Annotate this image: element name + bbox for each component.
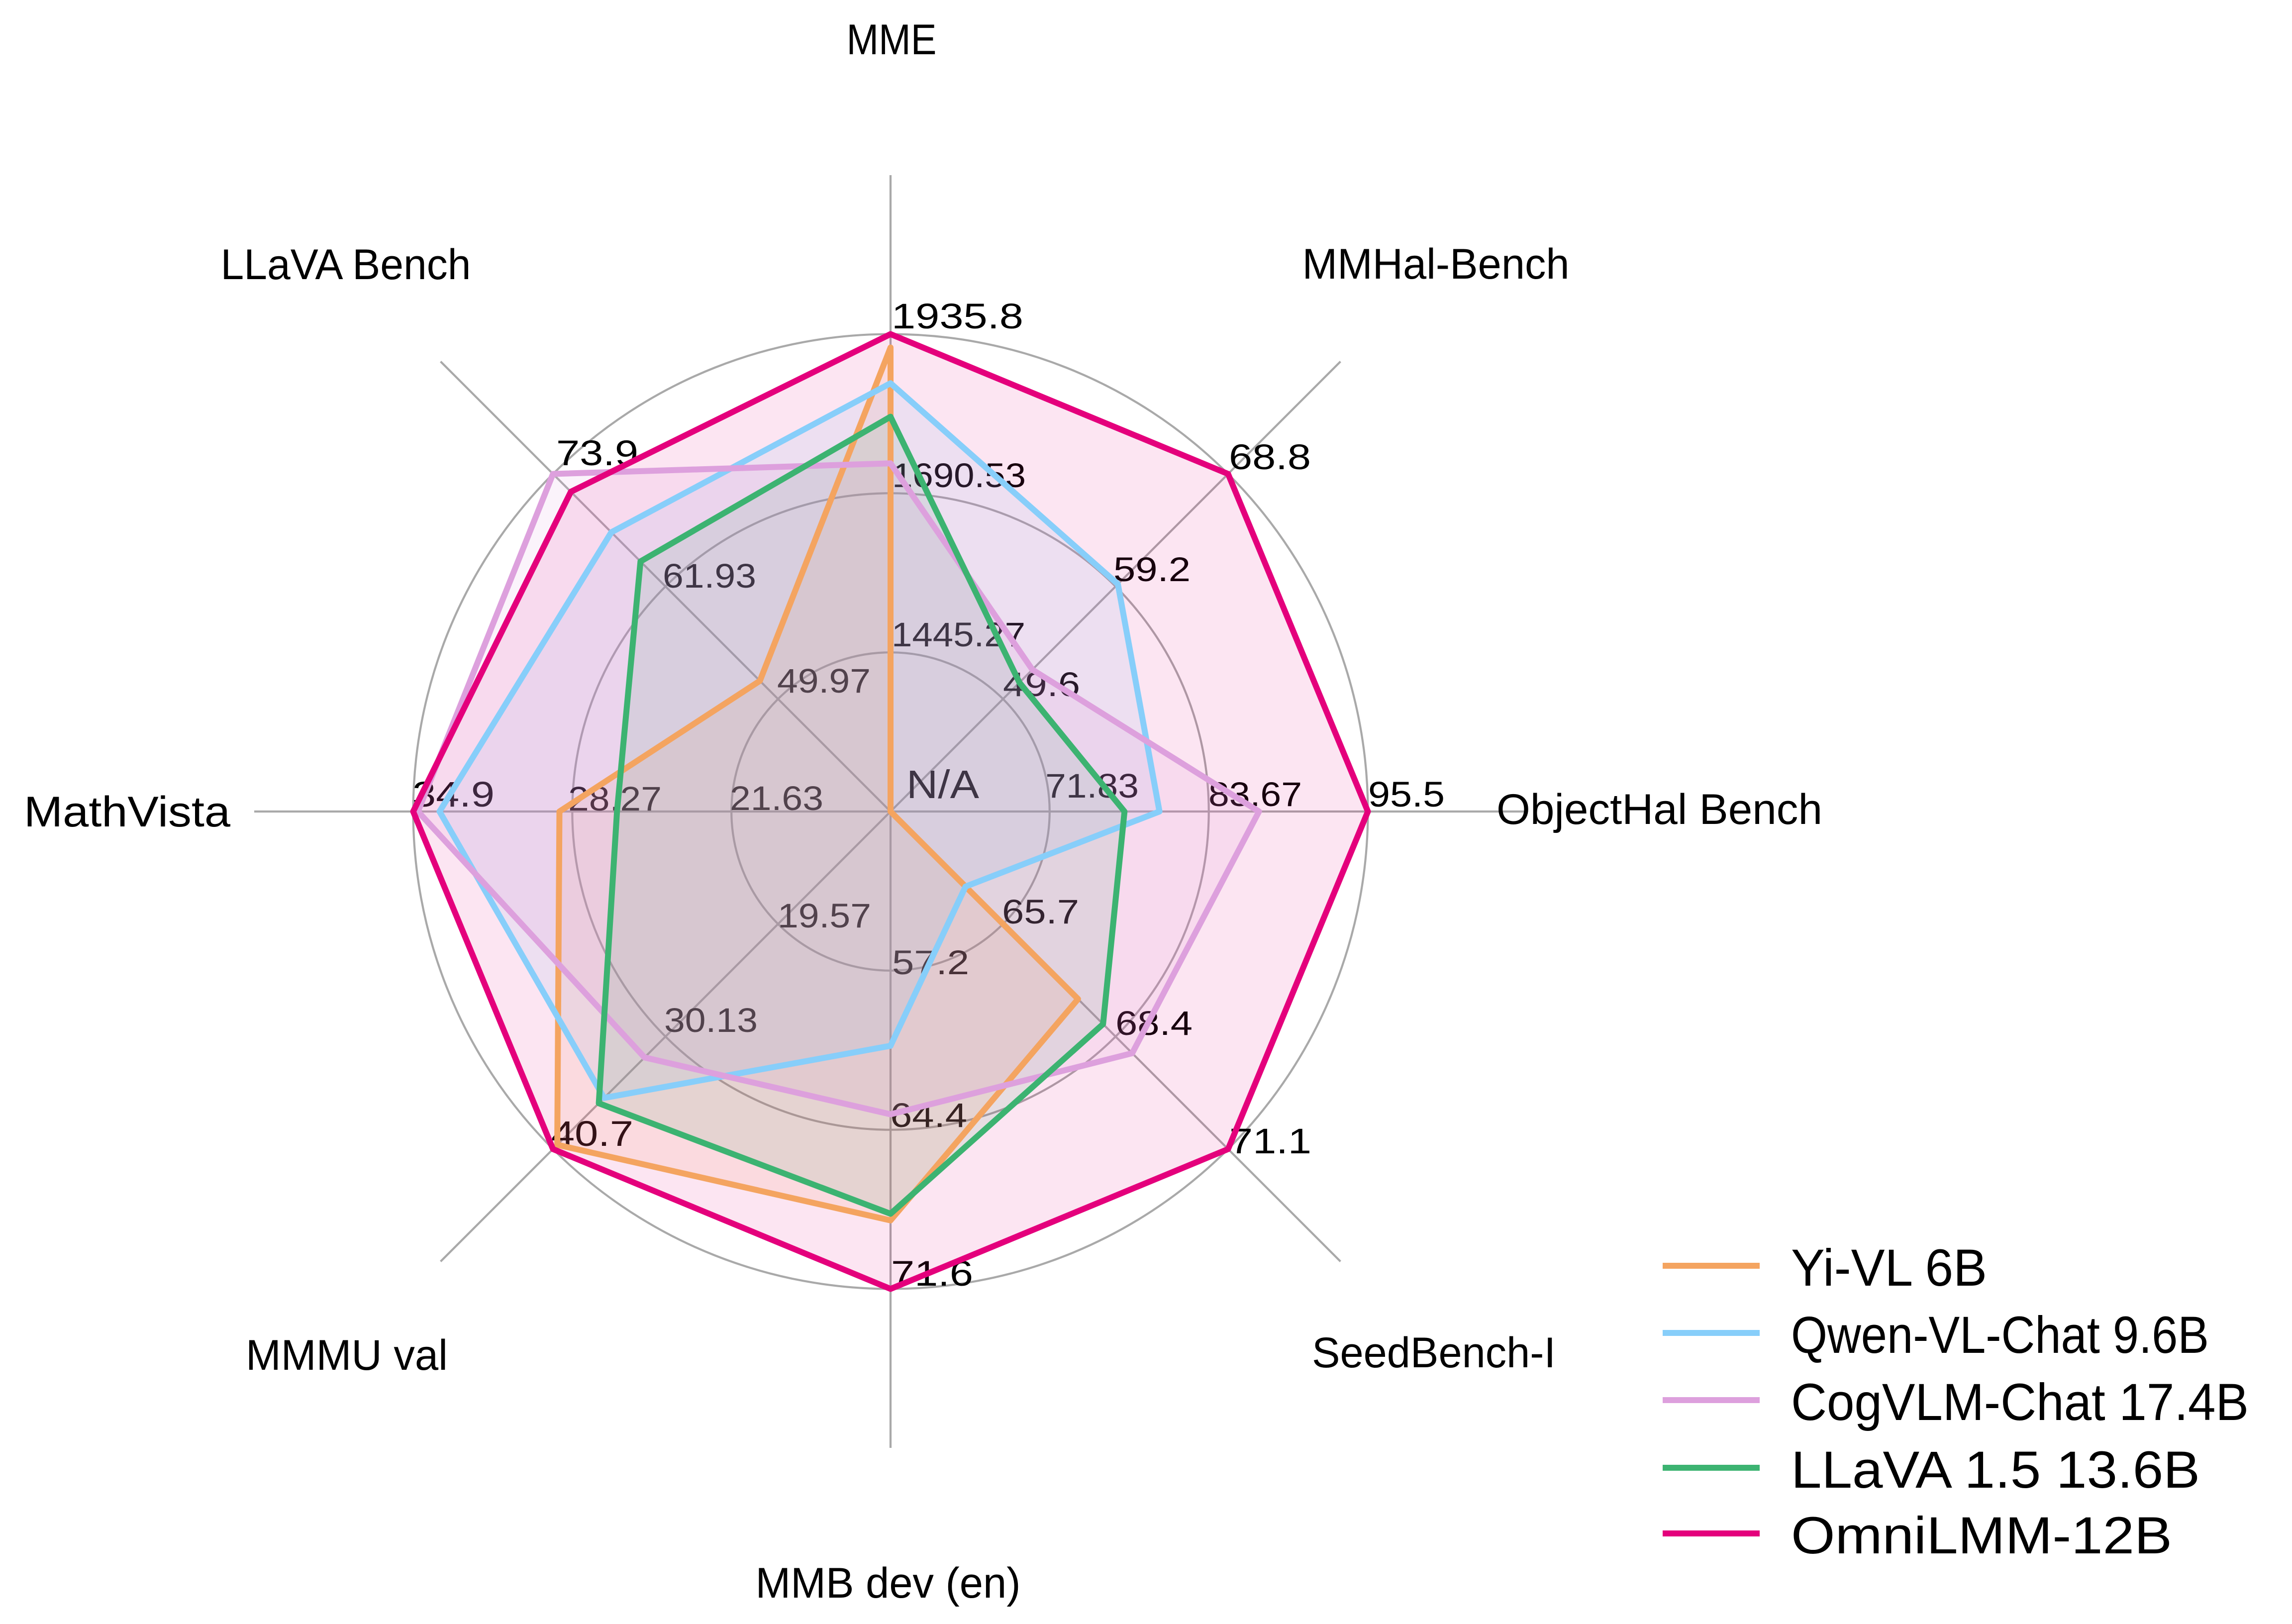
svg-text:Qwen-VL-Chat 9.6B: Qwen-VL-Chat 9.6B — [1791, 1306, 2209, 1364]
svg-text:OmniLMM-12B: OmniLMM-12B — [1791, 1507, 2172, 1565]
svg-text:MathVista: MathVista — [24, 788, 230, 836]
svg-text:59.2: 59.2 — [1113, 550, 1191, 589]
svg-text:68.8: 68.8 — [1229, 438, 1311, 477]
svg-text:61.93: 61.93 — [663, 557, 756, 595]
svg-text:LLaVA Bench: LLaVA Bench — [221, 241, 471, 289]
svg-text:MME: MME — [847, 16, 937, 64]
svg-text:LLaVA 1.5 13.6B: LLaVA 1.5 13.6B — [1791, 1441, 2200, 1499]
svg-text:SeedBench-I: SeedBench-I — [1312, 1329, 1556, 1377]
svg-text:71.1: 71.1 — [1229, 1122, 1311, 1161]
svg-text:30.13: 30.13 — [664, 1001, 758, 1039]
svg-text:MMHal-Bench: MMHal-Bench — [1302, 240, 1570, 288]
svg-text:N/A: N/A — [906, 762, 980, 807]
svg-text:1935.8: 1935.8 — [892, 297, 1023, 336]
svg-text:49.97: 49.97 — [777, 662, 871, 700]
svg-text:Yi-VL 6B: Yi-VL 6B — [1791, 1239, 1987, 1297]
svg-text:21.63: 21.63 — [730, 779, 823, 817]
svg-text:MMB dev (en): MMB dev (en) — [756, 1559, 1021, 1607]
svg-text:95.5: 95.5 — [1368, 775, 1445, 814]
svg-text:65.7: 65.7 — [1002, 893, 1079, 931]
svg-text:CogVLM-Chat 17.4B: CogVLM-Chat 17.4B — [1791, 1373, 2249, 1431]
svg-text:MMMU val: MMMU val — [246, 1331, 448, 1379]
svg-text:ObjectHal Bench: ObjectHal Bench — [1496, 786, 1822, 833]
svg-text:19.57: 19.57 — [778, 897, 871, 935]
